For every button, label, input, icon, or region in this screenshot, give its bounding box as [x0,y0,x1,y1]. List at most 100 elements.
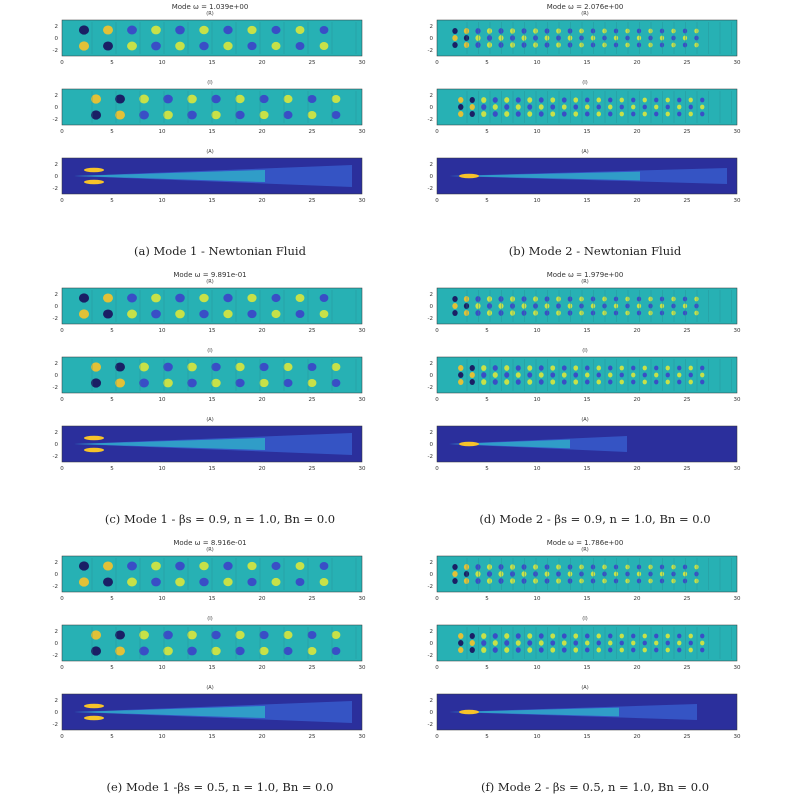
contour-blob [654,640,659,646]
contour-blob [671,35,676,41]
y-tick-label: 2 [430,361,434,367]
contour-blob [521,28,527,34]
contour-blob [590,564,596,570]
figure-panel: Mode ω = 1.786e+00 (R) 0 5 10 15 20 25 30 2 0 -2 (I)… [415,536,755,798]
x-tick-label: 5 [110,596,114,602]
contour-blob [452,310,458,316]
contour-blob [175,41,185,51]
contour-blob [631,365,636,371]
contour-blob [556,564,561,570]
x-tick-label: 15 [209,734,216,740]
contour-blob [631,640,636,646]
contour-blob [659,310,665,316]
contour-blob [331,363,341,371]
contour-blob [515,640,521,646]
contour-blob [700,379,705,385]
contour-subplot: 0 5 10 15 20 25 30 2 0 -2 [53,555,366,604]
contour-blob [584,640,590,646]
contour-blob [127,577,137,587]
contour-blob [78,41,90,51]
x-tick-label: 15 [209,397,216,403]
contour-blob [463,310,470,316]
contour-blob [533,310,538,316]
contour-blob [187,362,197,372]
contour-blob [654,372,659,378]
contour-blob [631,104,636,110]
contour-blob [544,35,550,41]
x-tick-label: 0 [60,397,64,403]
contour-blob [458,379,464,385]
contour-blob [492,372,498,378]
x-tick-label: 5 [485,397,489,403]
contour-blob [608,647,613,653]
contour-blob [665,111,670,117]
contour-subplot: 0 5 10 15 20 25 30 2 0 -2 [428,19,741,68]
contour-blob [492,111,498,117]
x-tick-label: 20 [259,734,266,740]
contour-blob [127,25,137,35]
y-tick-label: 2 [55,361,59,367]
contour-blob [521,310,527,316]
contour-subplot: 0 5 10 15 20 25 30 2 0 -2 [428,555,741,604]
contour-blob [498,571,504,577]
contour-blob [211,646,221,656]
contour-blob [659,303,665,309]
figure-panel: Mode ω = 1.039e+00 (R) 0 5 10 15 20 25 30 2 0 -2 (I)… [40,0,380,262]
contour-blob [139,110,149,120]
contour-blob [504,365,510,371]
contour-blob [608,633,613,639]
amplitude-peak [84,715,104,721]
contour-blob [579,42,584,48]
figure-panel: Mode ω = 1.979e+00 (R) 0 5 10 15 20 25 30 2 0 -2 (I)… [415,268,755,530]
y-tick-label: 0 [430,105,434,111]
contour-blob [677,104,682,110]
contour-blob [561,647,567,653]
contour-blob [538,365,544,371]
x-tick-label: 30 [359,129,366,135]
x-tick-label: 30 [734,596,741,602]
contour-blob [677,372,682,378]
contour-subplot: 0 5 10 15 20 25 30 2 0 -2 [428,693,741,742]
contour-blob [567,35,573,41]
contour-blob [625,571,630,577]
contour-blob [492,104,498,110]
contour-blob [509,296,516,302]
contour-blob [187,646,197,656]
y-tick-label: 0 [55,641,59,647]
contour-blob [654,97,659,103]
contour-blob [573,379,579,385]
contour-blob [659,35,665,41]
y-tick-label: 2 [430,24,434,30]
contour-blob [613,578,619,584]
contour-blob [642,111,647,117]
contour-blob [688,372,693,378]
x-tick-label: 20 [634,734,641,740]
x-tick-label: 30 [734,397,741,403]
contour-blob [283,630,293,640]
x-tick-label: 5 [110,328,114,334]
contour-blob [608,97,613,103]
contour-blob [295,309,305,319]
contour-blob [700,97,705,103]
contour-blob [452,564,458,570]
contour-blob [527,111,533,117]
contour-blob [486,564,493,570]
contour-blob [665,633,670,639]
contour-blob [556,571,561,577]
x-tick-label: 15 [209,328,216,334]
contour-blob [127,293,137,303]
contour-blob [527,365,533,371]
contour-blob [463,578,470,584]
contour-blob [331,379,341,387]
x-tick-label: 0 [60,328,64,334]
x-tick-label: 5 [485,596,489,602]
contour-subplot: 0 5 10 15 20 25 30 2 0 -2 [428,624,741,673]
contour-blob [619,97,624,103]
contour-blob [579,296,584,302]
